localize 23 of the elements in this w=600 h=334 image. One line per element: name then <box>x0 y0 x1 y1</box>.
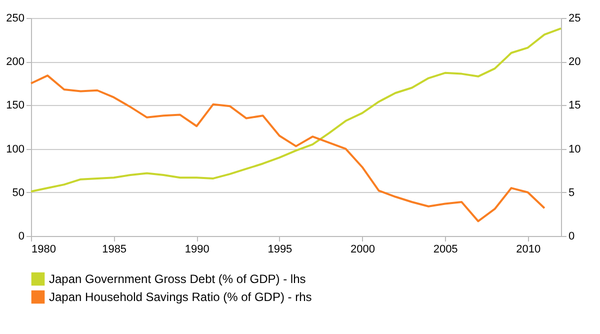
x-tick-label: 1980 <box>32 244 56 256</box>
legend-label: Japan Household Savings Ratio (% of GDP) - rhs <box>49 290 312 304</box>
y2-tick-label: 10 <box>568 143 581 156</box>
y-tick-label: 0 <box>18 230 24 242</box>
y2-tick-label: 25 <box>568 12 581 24</box>
line-series <box>30 27 562 193</box>
y2-tick-label: 0 <box>568 230 575 242</box>
x-tick-label: 2000 <box>350 244 375 256</box>
y2-tick-label: 15 <box>568 100 581 112</box>
y-tick-label: 200 <box>6 56 24 68</box>
legend-label: Japan Government Gross Debt (% of GDP) - lhs <box>49 272 306 286</box>
y2-tick-label: 5 <box>568 186 575 199</box>
line-series <box>30 74 546 222</box>
x-tick-label: 2005 <box>433 244 458 256</box>
y-tick-label: 100 <box>6 143 24 156</box>
y2-tick-label: 20 <box>568 56 581 68</box>
y-tick-label: 50 <box>12 186 24 199</box>
x-tick-label: 1990 <box>184 244 210 256</box>
y-tick-label: 250 <box>6 12 24 24</box>
x-tick-label: 2010 <box>516 244 541 256</box>
x-tick-label: 1995 <box>268 244 292 256</box>
x-tick-label: 1985 <box>102 244 127 256</box>
y-tick-label: 150 <box>6 100 24 112</box>
